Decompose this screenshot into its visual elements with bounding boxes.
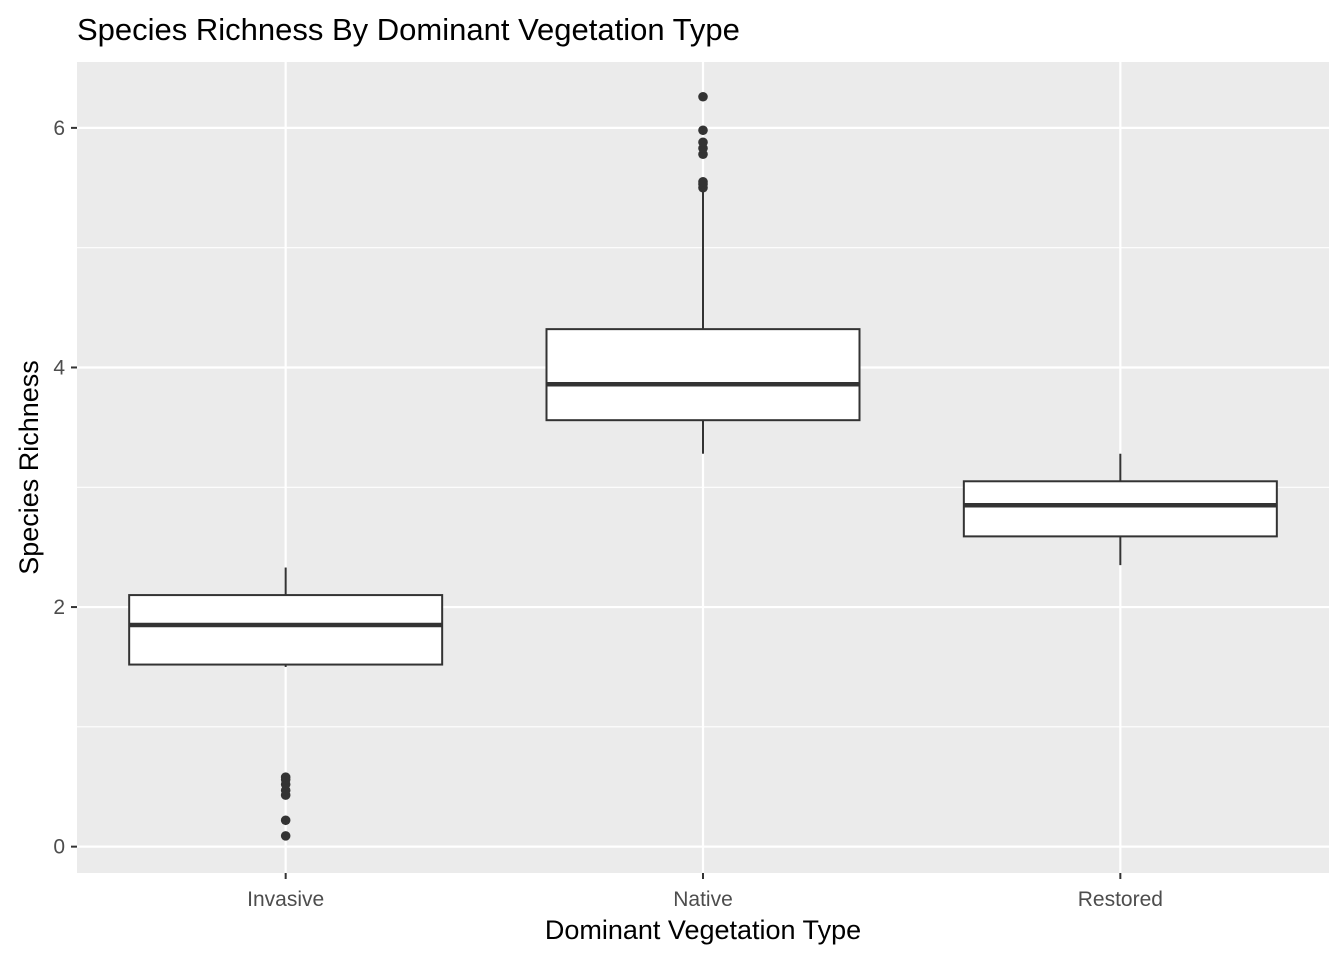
outlier-point <box>698 137 708 148</box>
outlier-point <box>698 176 708 187</box>
box-layer <box>128 91 1278 841</box>
x-tick-label: Native <box>673 888 733 911</box>
x-tick-label: Restored <box>1078 888 1163 911</box>
x-axis-title: Dominant Vegetation Type <box>545 915 861 945</box>
box-group-native <box>545 91 861 454</box>
outlier-point <box>698 91 708 102</box>
box-iqr <box>962 480 1278 538</box>
y-tick-label: 4 <box>53 356 65 379</box>
box-group-invasive <box>128 567 444 841</box>
chart-title: Species Richness By Dominant Vegetation … <box>77 12 740 47</box>
axis-layer: 0 2 4 6 Invasive Native Restored <box>53 117 1163 911</box>
box-iqr <box>128 594 444 666</box>
box-iqr <box>545 328 861 422</box>
outlier-point <box>280 815 291 826</box>
y-axis-title: Species Richness <box>14 360 44 575</box>
y-tick-label: 0 <box>53 836 65 859</box>
x-tick-label: Invasive <box>247 888 324 911</box>
y-tick-label: 6 <box>53 117 65 140</box>
y-tick-label: 2 <box>53 596 65 619</box>
box-group-restored <box>962 453 1278 566</box>
outlier-point <box>698 125 708 136</box>
outlier-point <box>280 772 291 782</box>
outlier-point <box>280 831 291 841</box>
